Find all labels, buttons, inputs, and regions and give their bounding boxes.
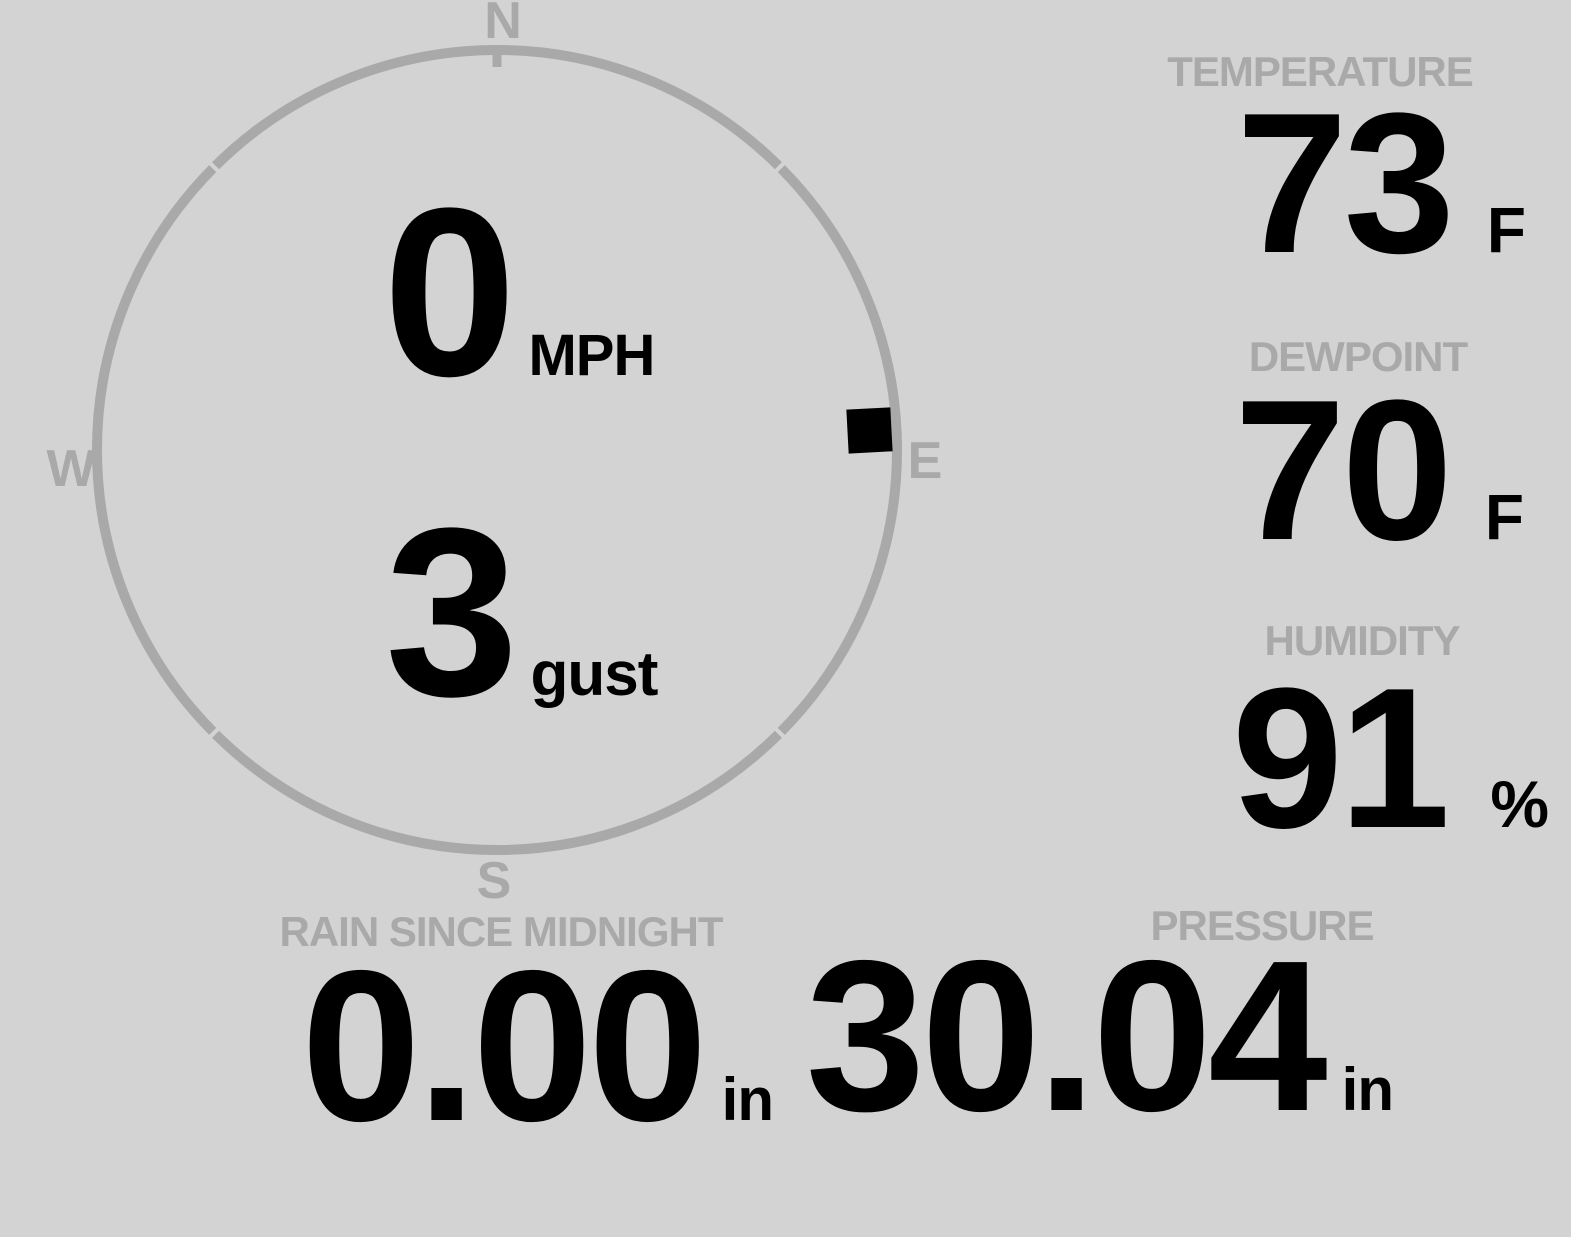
wind-gust-row: 3 gust bbox=[385, 478, 658, 746]
pressure-row: 30.04 in bbox=[805, 915, 1394, 1156]
temperature-label: TEMPERATURE bbox=[1167, 48, 1474, 95]
wind-speed-value: 0 bbox=[383, 158, 516, 426]
wind-speed-row: 0 MPH bbox=[383, 158, 655, 426]
dewpoint-label: DEWPOINT bbox=[1248, 333, 1468, 380]
humidity-value: 91 bbox=[1231, 647, 1450, 870]
temperature-value: 73 bbox=[1236, 72, 1454, 295]
compass-label-west: W bbox=[46, 440, 96, 498]
dewpoint-unit: F bbox=[1484, 481, 1524, 553]
compass-arc-south bbox=[212, 730, 782, 856]
rain-row: 0.00 in bbox=[301, 925, 774, 1166]
rain-value: 0.00 bbox=[301, 925, 707, 1166]
rain-unit: in bbox=[721, 1066, 774, 1133]
wind-gust-unit: gust bbox=[530, 640, 658, 709]
compass-arc-west bbox=[91, 165, 217, 735]
compass-arc-north bbox=[212, 44, 782, 170]
humidity-label: HUMIDITY bbox=[1264, 617, 1461, 664]
pressure-unit: in bbox=[1341, 1056, 1394, 1123]
dewpoint-row: 70 F bbox=[1234, 359, 1524, 582]
compass-label-east: E bbox=[907, 432, 943, 490]
wind-direction-marker bbox=[846, 407, 893, 454]
wind-speed-unit: MPH bbox=[528, 323, 655, 388]
compass-ring bbox=[91, 44, 903, 856]
compass-label-north: N bbox=[484, 0, 522, 50]
pressure-label: PRESSURE bbox=[1150, 902, 1374, 949]
compass-label-south: S bbox=[476, 852, 512, 910]
temperature-row: 73 F bbox=[1236, 72, 1526, 295]
dewpoint-value: 70 bbox=[1234, 359, 1452, 582]
rain-label: RAIN SINCE MIDNIGHT bbox=[279, 908, 724, 955]
temperature-unit: F bbox=[1486, 194, 1526, 266]
humidity-row: 91 % bbox=[1231, 647, 1549, 870]
humidity-unit: % bbox=[1490, 767, 1549, 841]
compass-arc-east bbox=[777, 165, 903, 735]
pressure-value: 30.04 bbox=[805, 915, 1328, 1156]
wind-gust-value: 3 bbox=[385, 478, 518, 746]
